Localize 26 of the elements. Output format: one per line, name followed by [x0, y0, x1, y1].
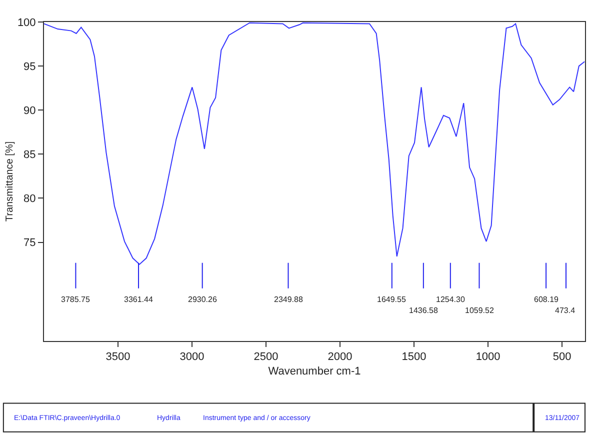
- x-tick-label: 3500: [106, 351, 130, 364]
- x-tick-label: 500: [552, 351, 572, 364]
- ref-line-label: 1059.52: [465, 306, 494, 315]
- y-tick-label: 75: [24, 237, 36, 250]
- y-tick-label: 80: [24, 193, 36, 206]
- x-tick-label: 1000: [476, 351, 500, 364]
- x-tick-label: 1500: [402, 351, 426, 364]
- ref-line-label: 473.4: [555, 306, 576, 315]
- y-tick-label: 90: [24, 104, 36, 117]
- line-series: [44, 22, 585, 265]
- ref-line-label: 1436.58: [409, 306, 438, 315]
- ref-line-label: 1649.55: [377, 295, 406, 304]
- x-tick-label: 3000: [180, 351, 204, 364]
- y-tick-label: 100: [17, 16, 36, 29]
- y-axis-title: Transmittance [%]: [4, 141, 16, 222]
- ref-line-label: 608.19: [534, 295, 560, 304]
- x-tick-label: 2500: [254, 351, 278, 364]
- ref-line-label: 2930.26: [188, 295, 218, 304]
- ref-line-label: 3785.75: [61, 295, 90, 304]
- ref-line-label: 1254.30: [436, 295, 466, 304]
- ref-line-label: 2349.88: [274, 295, 304, 304]
- y-tick-label: 85: [24, 149, 36, 162]
- x-axis-title: Wavenumber cm-1: [268, 365, 361, 378]
- ref-line-label: 3361.44: [124, 295, 154, 304]
- x-tick-label: 2000: [328, 351, 352, 364]
- y-tick-label: 95: [24, 60, 36, 73]
